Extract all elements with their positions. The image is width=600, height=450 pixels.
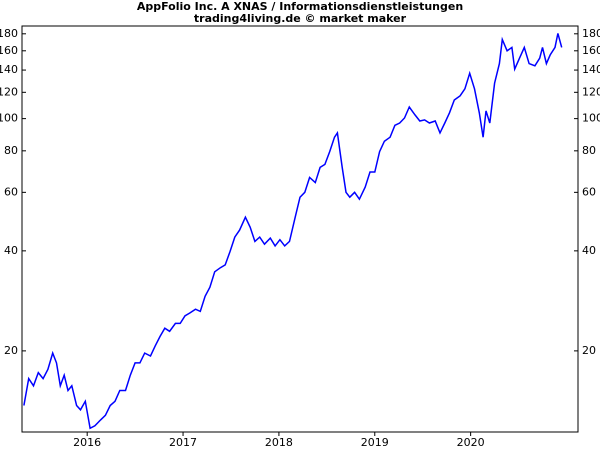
price-line — [23, 33, 563, 430]
y2-tick-label: 100 — [582, 112, 600, 125]
y2-tick-label: 40 — [582, 244, 596, 257]
y-tick-label: 140 — [0, 63, 18, 76]
x-tick-label: 2017 — [169, 436, 197, 449]
chart-title: AppFolio Inc. A XNAS / Informationsdiens… — [137, 0, 463, 13]
y2-tick-label: 20 — [582, 344, 596, 357]
y-tick-label: 20 — [4, 344, 18, 357]
y2-tick-label: 160 — [582, 44, 600, 57]
plot-frame — [21, 25, 579, 433]
y-tick-label: 180 — [0, 27, 18, 40]
y2-tick-label: 60 — [582, 185, 596, 198]
y-tick-label: 80 — [4, 144, 18, 157]
y-tick-label: 100 — [0, 112, 18, 125]
y2-tick-label: 120 — [582, 85, 600, 98]
y-tick-label: 60 — [4, 185, 18, 198]
y2-tick-label: 140 — [582, 63, 600, 76]
x-tick-label: 2019 — [361, 436, 389, 449]
chart-subtitle: trading4living.de © market maker — [194, 12, 407, 25]
y2-tick-label: 80 — [582, 144, 596, 157]
y-tick-label: 40 — [4, 244, 18, 257]
x-tick-label: 2020 — [457, 436, 485, 449]
y-tick-label: 160 — [0, 44, 18, 57]
y2-tick-label: 180 — [582, 27, 600, 40]
y-tick-label: 120 — [0, 85, 18, 98]
x-tick-label: 2016 — [73, 436, 101, 449]
x-tick-label: 2018 — [265, 436, 293, 449]
